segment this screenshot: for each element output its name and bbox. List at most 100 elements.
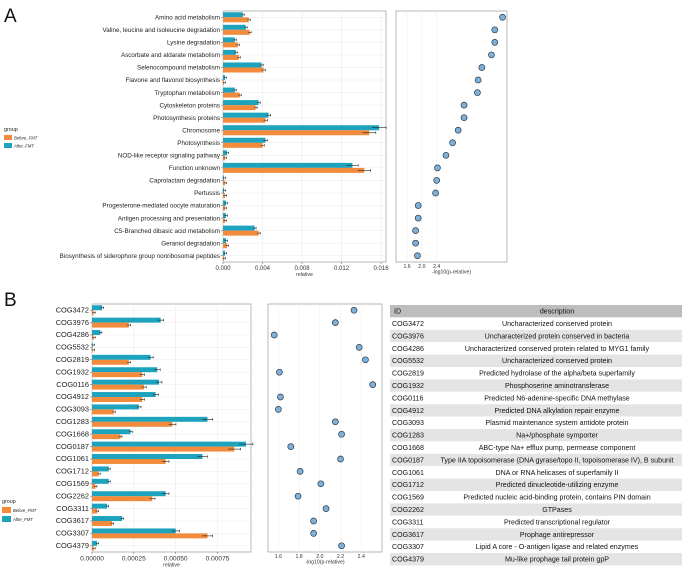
x-axis-title: -log10(p-relative) — [432, 270, 471, 276]
category-label: Cytoskeleton proteins — [159, 102, 220, 109]
plot-frame — [222, 10, 387, 263]
significance-dot — [310, 517, 317, 525]
bar-after-fmt — [92, 528, 176, 534]
legend-a-after-label: After_FMT — [13, 144, 34, 149]
legend-b: group Before_FMT After_FMT — [2, 499, 37, 522]
bar-after-fmt — [92, 466, 109, 472]
bar-before-fmt — [223, 54, 239, 60]
table-cell-id: COG1569 — [392, 494, 424, 502]
bar-after-fmt — [92, 392, 156, 397]
bar-after-fmt — [223, 162, 353, 168]
table-cell-description: Predicted nucleic acid-binding protein, … — [463, 494, 650, 502]
significance-dot — [332, 319, 339, 326]
category-label: Photosynthesis proteins — [153, 115, 220, 122]
table-row — [390, 441, 682, 454]
bar-before-fmt — [92, 434, 121, 440]
table-cell-description: Predicted dinucleotide-utilizing enzyme — [496, 481, 619, 489]
table-row — [390, 453, 682, 467]
bar-after-fmt — [92, 317, 161, 323]
bar-before-fmt — [223, 29, 250, 35]
plot-frame — [267, 303, 383, 553]
significance-dot — [478, 64, 486, 71]
bar-before-fmt — [223, 42, 238, 48]
table-cell-id: COG4912 — [392, 407, 424, 415]
significance-dot — [454, 126, 462, 134]
significance-dot — [276, 368, 283, 376]
table-header-description: description — [540, 308, 574, 316]
x-axis-title: relative — [163, 563, 180, 569]
category-label: Function unknown — [169, 165, 221, 172]
significance-dot — [369, 381, 377, 388]
significance-dot — [270, 331, 278, 339]
table-cell-id: COG3617 — [392, 531, 424, 539]
significance-dot — [414, 214, 422, 222]
x-tick-label: 2.2 — [337, 554, 344, 560]
plot-frame — [91, 303, 252, 553]
category-label: COG3311 — [56, 504, 89, 513]
bar-after-fmt — [92, 416, 208, 422]
table-cell-id: COG3307 — [392, 543, 424, 551]
bar-before-fmt — [92, 409, 114, 415]
bar-after-fmt — [92, 379, 159, 385]
legend-a-title: group — [4, 127, 18, 133]
bar-before-fmt — [92, 521, 113, 526]
table-cell-description: Mu-like prophage tail protein gpP — [505, 556, 609, 564]
category-label: Ascorbate and aldarate metabolism — [121, 52, 220, 59]
significance-dot — [317, 480, 325, 488]
category-label: Lysine degradation — [167, 40, 220, 47]
panel-a-dot-chart: 1.6 2.0 2.4-log10(p-relative) — [395, 10, 508, 276]
table-cell-id: COG3311 — [392, 518, 423, 526]
x-tick-label: 2.4 — [433, 264, 440, 270]
bar-before-fmt — [92, 322, 129, 328]
table-row — [390, 379, 682, 392]
panel-label-b: B — [4, 290, 17, 311]
table-cell-description: Lipid A core - O-antigen ligase and rela… — [476, 543, 639, 551]
category-label: Caprolactam degradation — [149, 178, 220, 185]
x-tick-label: 0.008 — [295, 266, 311, 272]
table-cell-id: COG3976 — [392, 332, 424, 340]
table-row — [390, 503, 682, 516]
x-axis-title: relative — [296, 272, 313, 278]
table-cell-description: Uncharacterized conserved protein — [502, 357, 612, 365]
bar-after-fmt — [92, 305, 103, 311]
bar-before-fmt — [223, 17, 249, 23]
significance-dot — [275, 406, 282, 413]
significance-dot — [338, 542, 345, 550]
significance-dot — [474, 89, 481, 96]
x-tick-label: 1.8 — [295, 554, 302, 560]
table-cell-description: DNA or RNA helicases of superfamily II — [495, 469, 618, 477]
significance-dot — [449, 139, 456, 147]
legend-b-after-label: After_FMT — [12, 517, 33, 522]
table-cell-description: Predicted transcriptional regulator — [504, 518, 611, 526]
bar-before-fmt — [92, 421, 173, 427]
category-label: COG2262 — [56, 491, 89, 500]
table-cell-description: Uncharacterized conserved protein — [502, 320, 612, 328]
significance-dot — [338, 430, 345, 438]
x-tick-label: 1.6 — [403, 264, 410, 270]
bar-before-fmt — [223, 67, 264, 73]
cog-description-table: ID description COG3472 Uncharacterized cons… — [390, 305, 682, 566]
category-label: Amino acid metabolism — [155, 14, 220, 21]
significance-dot — [322, 505, 330, 512]
x-axis-title: -log10(p-relative) — [305, 560, 344, 566]
table-row — [390, 342, 682, 355]
bar-after-fmt — [92, 441, 246, 447]
category-label: NOD-like receptor signaling pathway — [118, 153, 221, 160]
legend-b-after-swatch — [2, 516, 11, 522]
category-label: COG1712 — [56, 467, 89, 476]
table-cell-id: COG1932 — [392, 382, 424, 390]
bar-before-fmt — [92, 372, 143, 378]
bar-after-fmt — [92, 330, 101, 335]
panel-a-bar-chart: 0.000 0.004 0.008 0.012 0.016 relative Amino a… — [60, 10, 389, 278]
significance-dot — [491, 39, 499, 46]
bar-before-fmt — [92, 446, 235, 452]
category-label: Flavone and flavonol biosynthesis — [125, 77, 220, 84]
category-label: Pertussis — [194, 190, 220, 197]
legend-a-before-label: Before_FMT — [14, 136, 38, 141]
table-cell-description: GTPases — [542, 506, 572, 514]
category-label: COG3617 — [56, 516, 89, 525]
table-row — [390, 466, 682, 479]
bar-after-fmt — [223, 100, 259, 106]
significance-dot — [362, 356, 369, 364]
table-row — [390, 329, 682, 343]
